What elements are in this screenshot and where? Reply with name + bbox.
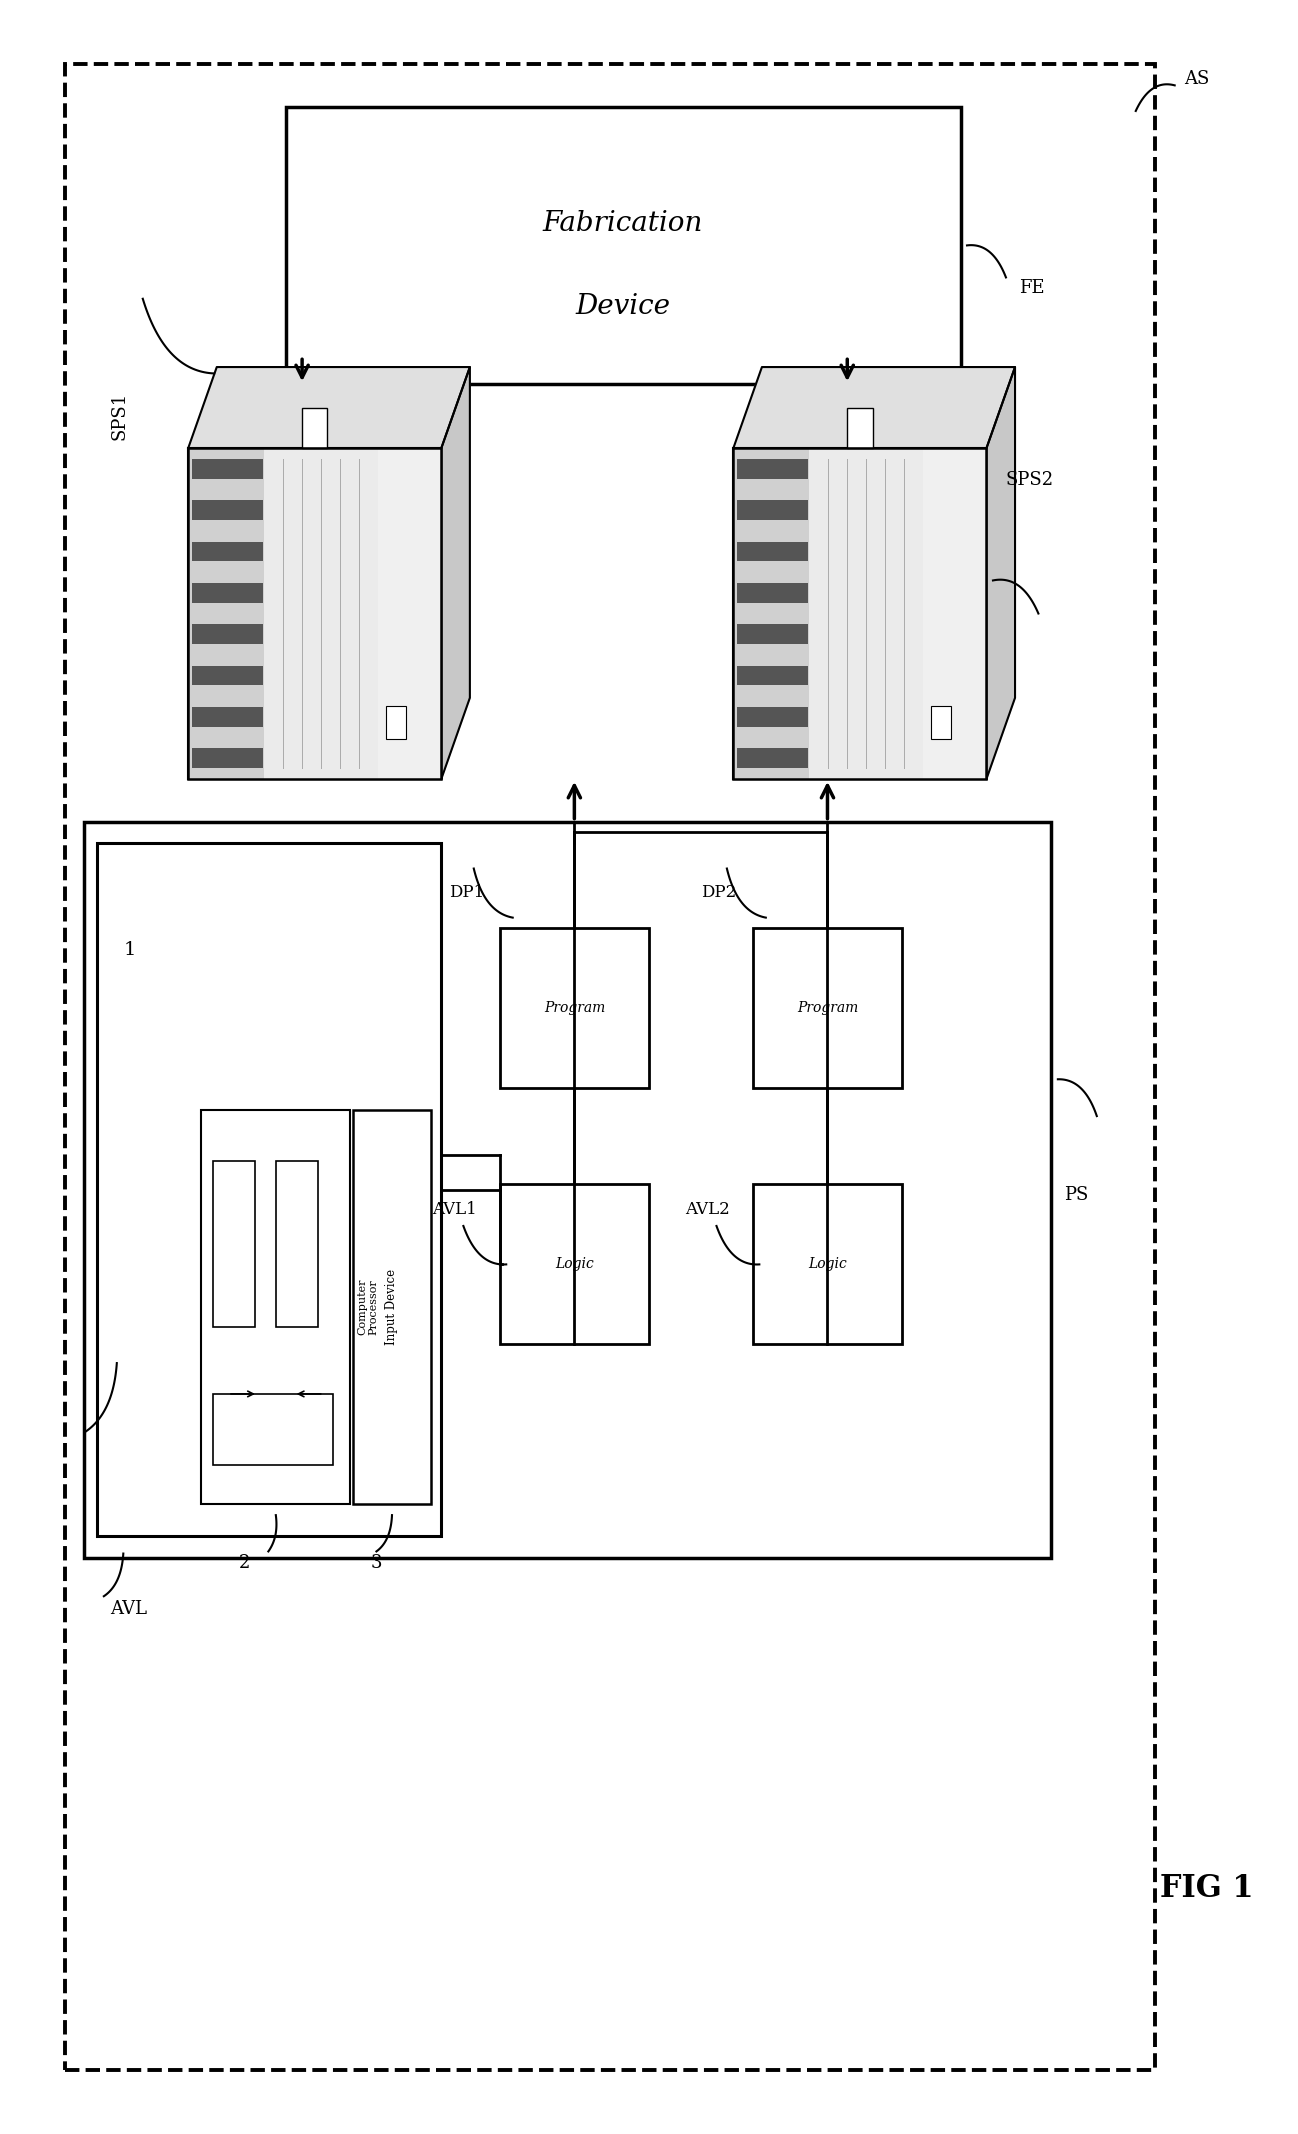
Text: Device: Device (575, 292, 671, 320)
Bar (737, 749, 809, 768)
Text: Logic: Logic (556, 1257, 593, 1272)
Bar (192, 706, 263, 728)
Bar (923, 448, 986, 779)
Text: Computer
Processor: Computer Processor (357, 1278, 379, 1336)
Bar (733, 448, 810, 779)
Bar (737, 583, 809, 602)
Bar (302, 408, 327, 448)
Bar (213, 1161, 254, 1327)
Bar (188, 448, 441, 779)
Bar (192, 625, 263, 644)
Bar (192, 459, 263, 478)
Bar (97, 843, 441, 1536)
Bar (353, 1110, 431, 1504)
Bar (192, 499, 263, 521)
Bar (286, 107, 961, 384)
Bar (810, 448, 923, 779)
Bar (733, 448, 986, 779)
Bar (737, 706, 809, 728)
Polygon shape (441, 367, 470, 779)
Bar (733, 448, 986, 779)
Bar (931, 706, 951, 738)
Text: Input Device: Input Device (386, 1270, 398, 1344)
Bar (737, 625, 809, 644)
Bar (737, 459, 809, 478)
Text: AVL1: AVL1 (432, 1201, 476, 1219)
Polygon shape (733, 367, 1015, 448)
Text: Program: Program (544, 1001, 605, 1016)
Bar (753, 1184, 902, 1344)
Text: 3: 3 (371, 1554, 382, 1571)
Text: AVL2: AVL2 (685, 1201, 729, 1219)
Bar (213, 1394, 332, 1464)
Text: AVL: AVL (110, 1600, 148, 1618)
Bar (500, 928, 649, 1088)
Text: Fabrication: Fabrication (543, 209, 704, 237)
Bar (378, 448, 441, 779)
Bar (192, 749, 263, 768)
Text: AS: AS (1184, 70, 1210, 87)
Text: DP1: DP1 (449, 883, 484, 901)
Text: SPS1: SPS1 (110, 393, 129, 440)
Bar (188, 448, 265, 779)
Bar (192, 666, 263, 685)
Bar (192, 583, 263, 602)
Text: DP2: DP2 (701, 883, 736, 901)
Bar (65, 64, 1155, 2070)
Bar (737, 542, 809, 561)
Text: FE: FE (1019, 280, 1045, 297)
Bar (386, 706, 406, 738)
Bar (84, 822, 1051, 1558)
Text: FIG 1: FIG 1 (1160, 1874, 1254, 1904)
Bar (737, 499, 809, 521)
Text: 1: 1 (123, 941, 136, 958)
Polygon shape (986, 367, 1015, 779)
Polygon shape (188, 367, 470, 448)
Bar (188, 448, 441, 779)
Text: Logic: Logic (809, 1257, 846, 1272)
Bar (753, 928, 902, 1088)
Bar (500, 1184, 649, 1344)
Bar (275, 1161, 318, 1327)
Bar (848, 408, 872, 448)
Text: SPS2: SPS2 (1006, 472, 1054, 489)
Bar (737, 666, 809, 685)
Text: PS: PS (1064, 1187, 1089, 1204)
Text: Program: Program (797, 1001, 858, 1016)
Text: 2: 2 (239, 1554, 249, 1571)
Bar (201, 1110, 350, 1504)
Bar (265, 448, 378, 779)
Bar (192, 542, 263, 561)
